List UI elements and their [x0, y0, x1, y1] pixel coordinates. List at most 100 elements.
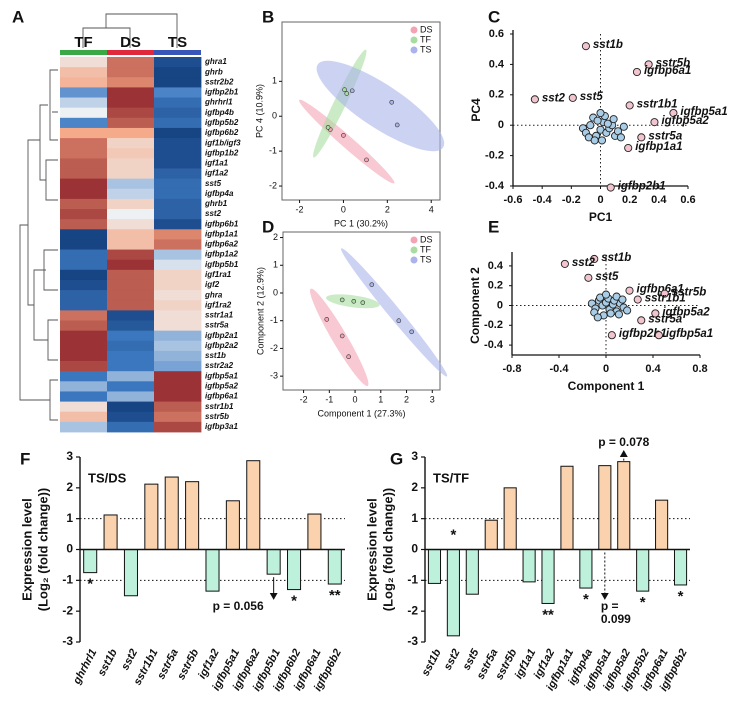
data-point — [593, 116, 602, 125]
heatmap-cell — [154, 340, 202, 352]
panel-label: C — [488, 7, 500, 26]
point-label: sst5 — [580, 91, 604, 103]
row-label: ghrb — [204, 67, 223, 76]
heatmap-cell — [107, 330, 155, 342]
heatmap-cell — [154, 168, 202, 180]
heatmap-cell — [154, 158, 202, 169]
x-tick-label: -0.4 — [550, 363, 570, 375]
significance-mark: * — [450, 526, 456, 543]
row-label: sstr2b2 — [205, 77, 234, 86]
x-tick-label: ghrhrl1 — [71, 647, 100, 687]
y-tick-label: -3 — [407, 634, 418, 648]
bar — [164, 476, 179, 550]
data-point — [603, 119, 612, 128]
point-label: igfbp5a2 — [662, 306, 710, 318]
heatmap-cell — [107, 219, 155, 230]
chart-title: TS/DS — [88, 470, 127, 485]
legend-label: TF — [420, 34, 431, 44]
heatmap-cell — [60, 350, 108, 362]
y-tick-label: -2 — [270, 343, 278, 353]
heatmap-cell — [154, 320, 202, 332]
heatmap-cell — [107, 239, 155, 250]
bar — [246, 460, 261, 551]
x-tick-label: -0.6 — [504, 194, 523, 206]
x-tick-label: sst2 — [119, 647, 140, 672]
annotation: p = 0.056 — [213, 599, 264, 613]
heatmap-cell — [154, 239, 202, 250]
heatmap-cell — [60, 209, 108, 220]
row-dendrogram — [19, 69, 58, 421]
row-label: sstr1b1 — [205, 402, 234, 411]
bar — [503, 487, 517, 551]
heatmap-cell — [60, 198, 108, 210]
data-point — [625, 286, 634, 295]
row-label: sstr1a1 — [205, 311, 234, 320]
data-point — [669, 108, 678, 118]
heatmap-cell — [107, 340, 155, 352]
heatmap-cell — [107, 320, 155, 332]
heatmap-cell — [154, 219, 202, 230]
data-point — [586, 121, 595, 130]
row-label: igfbp2a1 — [205, 331, 238, 340]
point-label: igfbp5a2 — [661, 115, 709, 127]
data-point — [349, 88, 355, 94]
data-point — [568, 93, 577, 102]
row-label: igf1b/igf3 — [205, 138, 241, 147]
heatmap-cell — [107, 300, 155, 311]
y-tick-label: -1 — [270, 315, 278, 325]
data-point — [389, 99, 395, 105]
y-tick-label: 0 — [272, 111, 277, 121]
point-label: sst5 — [595, 271, 619, 283]
x-tick-label: 0 — [341, 204, 346, 214]
bar — [103, 514, 118, 551]
point-label: igfbp6a1 — [637, 284, 684, 296]
bar — [327, 549, 342, 585]
heatmap-cell — [107, 57, 155, 68]
heatmap-cell — [107, 188, 155, 200]
column-color-bar — [154, 50, 201, 55]
bar — [598, 465, 612, 550]
row-label: igfbp1a2 — [205, 250, 238, 259]
bar — [144, 483, 159, 550]
row-label: sst5 — [205, 179, 222, 188]
x-tick-label: 0.8 — [692, 363, 707, 375]
bar — [541, 549, 555, 604]
heatmap-cell — [107, 381, 155, 392]
heatmap-cell — [107, 178, 155, 190]
heatmap-cell — [107, 158, 155, 169]
data-point — [619, 122, 628, 131]
point-label: sstr5a — [648, 313, 682, 325]
data-point — [625, 101, 634, 110]
data-point — [637, 133, 646, 142]
row-label: ghrhrl1 — [204, 98, 233, 107]
heatmap-cell — [154, 117, 202, 129]
heatmap-cell — [107, 117, 155, 129]
heatmap-cell — [107, 279, 155, 291]
heatmap-cell — [60, 67, 108, 78]
heatmap-cell — [107, 371, 155, 382]
heatmap-cell — [60, 290, 108, 301]
heatmap-cell — [107, 401, 155, 413]
heatmap-cell — [60, 361, 108, 372]
data-point — [651, 309, 660, 318]
heatmap-cell — [107, 67, 155, 78]
bar — [579, 549, 593, 589]
data-point — [560, 259, 569, 268]
heatmap-cell — [107, 148, 155, 159]
significance-mark: ** — [542, 606, 554, 623]
data-point — [606, 183, 615, 192]
y-tick-label: 0 — [66, 542, 73, 556]
legend-marker — [410, 236, 418, 244]
y-tick-label: -0.4 — [485, 180, 505, 192]
data-point — [396, 318, 402, 324]
data-point — [609, 115, 618, 124]
row-label: sstr5a — [205, 321, 229, 330]
heatmap-cell — [60, 320, 108, 332]
data-point — [623, 306, 632, 315]
heatmap-cell — [154, 269, 202, 281]
point-label: sstr5a — [648, 130, 682, 142]
heatmap-cell — [107, 87, 155, 98]
x-axis-label: Component 1 — [568, 379, 645, 393]
data-point — [339, 297, 345, 303]
